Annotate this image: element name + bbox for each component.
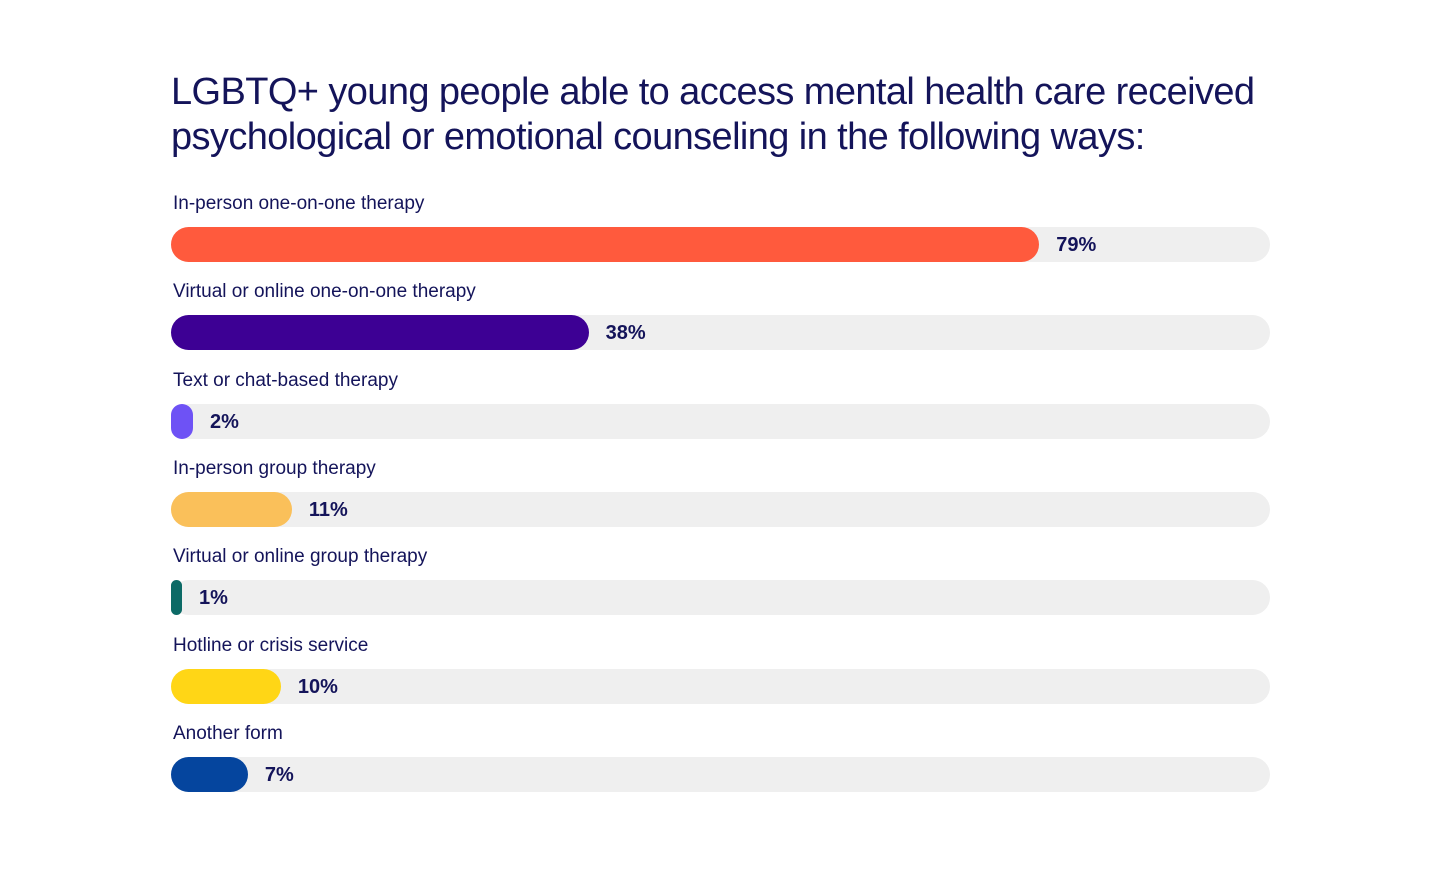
- value-label: 1%: [199, 587, 228, 610]
- category-label: In-person one-on-one therapy: [173, 193, 425, 214]
- bar-track: [171, 580, 1270, 616]
- bar-row: Text or chat-based therapy 2%: [171, 367, 1270, 455]
- bar: [171, 580, 182, 616]
- bar: [171, 756, 248, 792]
- value-label: 7%: [264, 763, 294, 786]
- bar-track: [171, 403, 1270, 439]
- bar-row: Hotline or crisis service 10%: [171, 632, 1270, 720]
- category-label: In-person group therapy: [173, 457, 376, 479]
- bar-chart: In-person one-on-one therapy 79% Virtual o…: [171, 190, 1270, 810]
- value-label: 11%: [308, 498, 348, 521]
- bar: [171, 227, 1040, 262]
- value-label: 10%: [297, 675, 338, 698]
- bar-row: Another form 7%: [171, 720, 1270, 808]
- category-label: Virtual or online group therapy: [173, 546, 428, 568]
- bar-row: Virtual or online group therapy 1%: [171, 543, 1270, 631]
- chart-header: LGBTQ+ young people able to access menta…: [171, 70, 1270, 160]
- bar: [171, 403, 193, 439]
- bar-row: Virtual or online one-on-one therapy 38%: [171, 278, 1270, 366]
- category-label: Text or chat-based therapy: [173, 369, 398, 391]
- value-label: 38%: [605, 322, 646, 345]
- value-label: 79%: [1056, 234, 1097, 256]
- category-label: Another form: [173, 722, 283, 744]
- chart-title: LGBTQ+ young people able to access menta…: [171, 71, 1255, 158]
- bar: [171, 668, 281, 704]
- category-label: Hotline or crisis service: [173, 634, 369, 656]
- bar-track: [171, 491, 1270, 527]
- bar-row: In-person one-on-one therapy 79%: [171, 190, 1270, 278]
- value-label: 2%: [209, 410, 239, 433]
- bar: [171, 315, 589, 351]
- bar: [171, 491, 292, 527]
- bar-track: [171, 668, 1270, 704]
- bar-track: [171, 756, 1270, 792]
- bar-row: In-person group therapy 11%: [171, 455, 1270, 543]
- category-label: Virtual or online one-on-one therapy: [173, 281, 476, 303]
